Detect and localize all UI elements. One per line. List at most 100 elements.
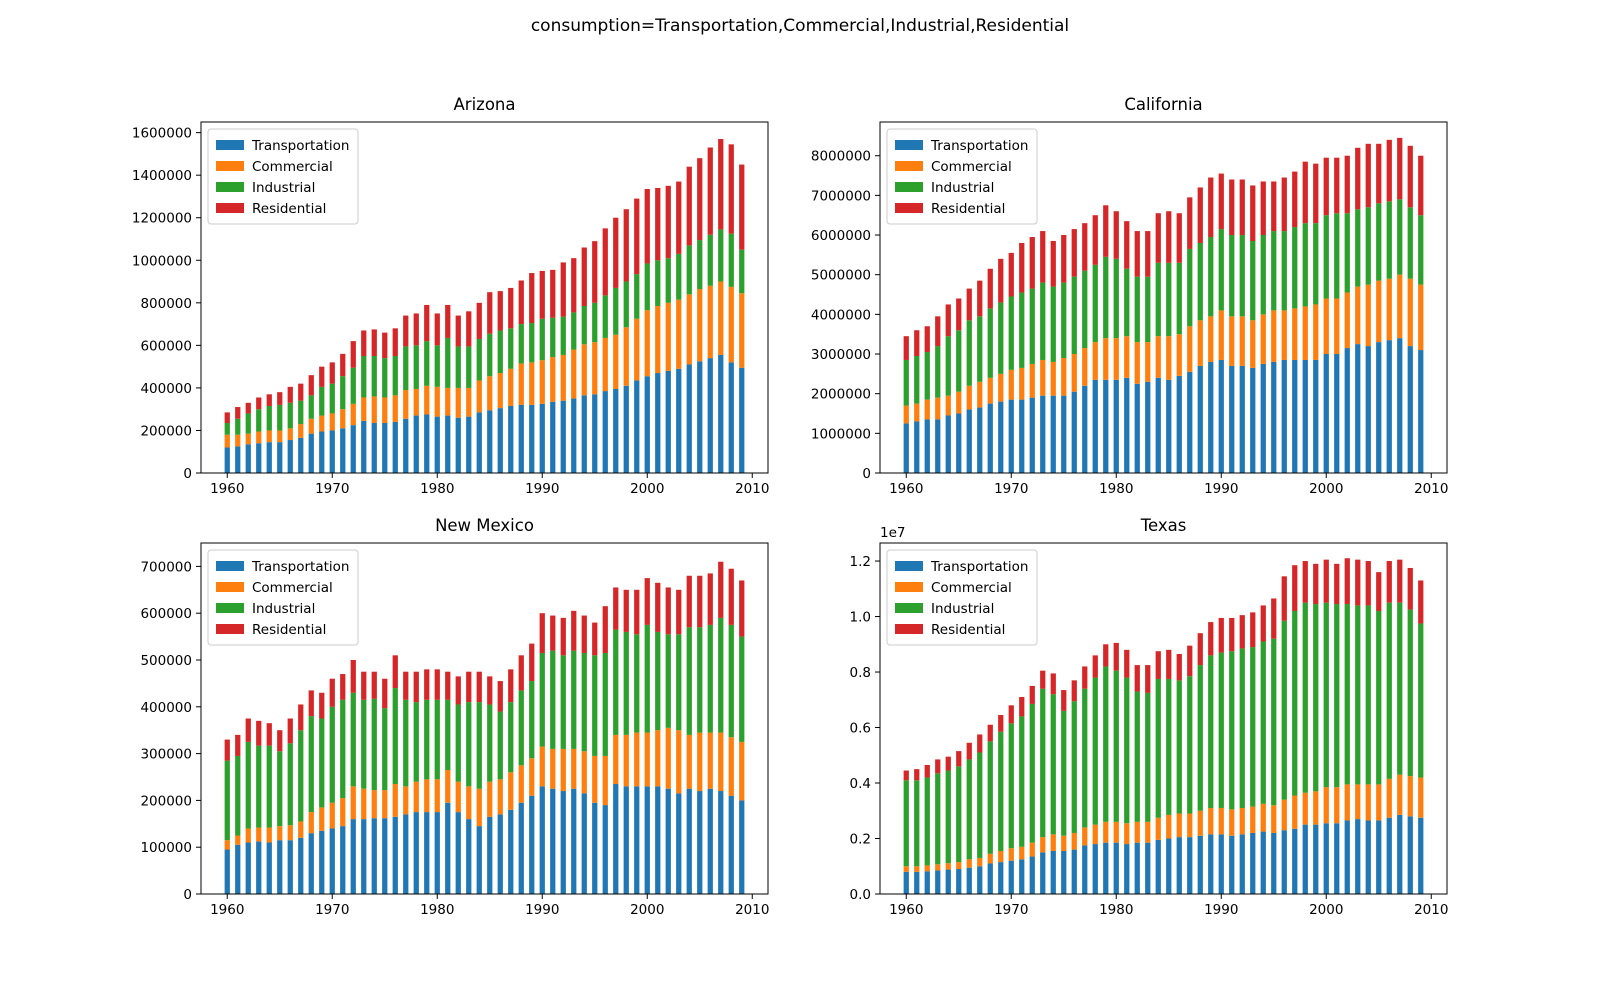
chart-california-bar-transportation-1963	[935, 419, 941, 473]
chart-arizona-bar-industrial-1991	[550, 317, 556, 358]
chart-new-mexico-bar-commercial-2002	[665, 727, 671, 789]
chart-texas-bar-residential-2007	[1397, 559, 1403, 603]
chart-new-mexico-bar-industrial-1973	[361, 699, 367, 789]
chart-new-mexico-bar-industrial-1963	[256, 745, 262, 828]
chart-texas-bar-residential-2009	[1418, 580, 1424, 624]
chart-arizona-bar-residential-1961	[235, 407, 241, 419]
chart-california-bar-residential-1992	[1239, 179, 1245, 236]
chart-texas-bar-transportation-1979	[1103, 842, 1109, 894]
chart-california-bar-residential-1997	[1292, 171, 1298, 228]
chart-texas-bar-industrial-1989	[1208, 655, 1214, 808]
chart-california-bar-commercial-1968	[987, 377, 993, 404]
chart-california-bar-residential-1974	[1050, 240, 1056, 287]
chart-arizona-bar-residential-1960	[224, 412, 230, 424]
chart-texas-bar-industrial-1966	[966, 759, 972, 860]
chart-new-mexico-bar-commercial-1982	[455, 781, 461, 813]
chart-arizona-bar-commercial-1979	[424, 385, 430, 415]
chart-new-mexico-bar-transportation-1967	[298, 837, 304, 894]
chart-california-bar-commercial-1965	[956, 391, 962, 414]
chart-arizona-bar-residential-1979	[424, 304, 430, 342]
chart-california-bar-industrial-2005	[1376, 203, 1382, 281]
chart-arizona-bar-residential-1988	[518, 280, 524, 325]
chart-california-bar-residential-2001	[1334, 157, 1340, 214]
chart-california-bar-transportation-2002	[1344, 348, 1350, 473]
chart-california-bar-industrial-1972	[1029, 288, 1035, 364]
chart-california-bar-commercial-2003	[1355, 286, 1361, 345]
chart-texas-bar-industrial-1988	[1197, 665, 1203, 811]
chart-new-mexico-bar-transportation-1981	[445, 802, 451, 894]
chart-california-bar-transportation-1995	[1271, 361, 1277, 473]
chart-new-mexico-bar-residential-2006	[707, 573, 713, 625]
chart-new-mexico-bar-transportation-1961	[235, 844, 241, 894]
chart-arizona-bar-transportation-2005	[697, 361, 703, 473]
chart-new-mexico-bar-residential-2002	[665, 587, 671, 635]
chart-california-bar-industrial-1998	[1302, 223, 1308, 307]
chart-arizona-bar-commercial-1977	[403, 390, 409, 419]
chart-new-mexico-bar-industrial-1960	[224, 760, 230, 841]
chart-arizona-legend-box	[207, 128, 359, 225]
chart-new-mexico-bar-industrial-2009	[739, 636, 745, 742]
chart-new-mexico-bar-transportation-2008	[728, 795, 734, 894]
chart-new-mexico-bar-industrial-1966	[287, 743, 293, 826]
chart-new-mexico-bar-industrial-1999	[634, 634, 640, 733]
chart-new-mexico-bar-transportation-1972	[350, 819, 356, 894]
chart-texas-bar-residential-2006	[1386, 561, 1392, 603]
chart-arizona-bar-industrial-1986	[497, 330, 503, 374]
chart-texas-bar-commercial-2002	[1344, 784, 1350, 821]
chart-new-mexico-bar-commercial-2009	[739, 741, 745, 801]
chart-new-mexico-bar-industrial-1993	[571, 650, 577, 749]
chart-texas-bar-commercial-1991	[1229, 809, 1235, 836]
chart-texas-bar-commercial-2009	[1418, 777, 1424, 818]
chart-california-bar-industrial-1980	[1113, 258, 1119, 339]
chart-california-bar-residential-1973	[1040, 231, 1046, 283]
chart-california-bar-industrial-1964	[945, 336, 951, 396]
chart-california-bar-commercial-1992	[1239, 316, 1245, 366]
chart-arizona-bar-industrial-2008	[728, 233, 734, 287]
chart-california-bar-industrial-1997	[1292, 227, 1298, 309]
chart-texas-bar-transportation-1964	[945, 869, 951, 894]
chart-california-bar-industrial-2003	[1355, 209, 1361, 287]
chart-california-bar-commercial-2000	[1323, 298, 1329, 355]
chart-arizona-xtick-label-2010: 2010	[735, 481, 769, 497]
chart-arizona-bar-residential-2005	[697, 158, 703, 241]
chart-new-mexico-bar-commercial-1993	[571, 748, 577, 789]
chart-new-mexico-bar-residential-2004	[686, 575, 692, 628]
chart-california-bar-commercial-1978	[1092, 342, 1098, 380]
chart-new-mexico-bar-transportation-1960	[224, 849, 230, 894]
chart-arizona-bar-residential-2006	[707, 147, 713, 235]
chart-arizona-bar-commercial-1980	[434, 386, 440, 417]
chart-texas-bar-residential-1979	[1103, 644, 1109, 667]
chart-texas-bar-industrial-2001	[1334, 604, 1340, 788]
chart-california-bar-commercial-1988	[1197, 320, 1203, 366]
chart-new-mexico-bar-commercial-2005	[697, 732, 703, 792]
chart-arizona-bar-commercial-1960	[224, 434, 230, 448]
chart-arizona-bar-commercial-2002	[665, 302, 671, 371]
chart-arizona-bar-industrial-1979	[424, 341, 430, 386]
chart-texas-bar-industrial-1977	[1082, 688, 1088, 828]
chart-arizona-bar-transportation-1969	[319, 431, 325, 473]
chart-texas-title: Texas	[1140, 516, 1187, 535]
chart-arizona-bar-commercial-1966	[287, 428, 293, 441]
chart-texas-ytick-label-3: 0.6	[850, 721, 871, 737]
chart-texas-bar-industrial-2005	[1376, 610, 1382, 785]
chart-california-series-industrial	[903, 199, 1424, 406]
chart-texas-bar-commercial-1967	[977, 857, 983, 867]
chart-arizona-legend-label-industrial: Industrial	[252, 180, 315, 196]
chart-arizona-bar-residential-1998	[623, 209, 629, 282]
chart-arizona-bar-transportation-1966	[287, 440, 293, 473]
chart-texas-bar-commercial-1971	[1019, 846, 1025, 860]
chart-arizona-bar-industrial-1967	[298, 400, 304, 425]
chart-arizona-xtick-label-1990: 1990	[525, 481, 559, 497]
chart-texas-bar-residential-1969	[998, 715, 1004, 732]
chart-arizona-bar-industrial-1984	[476, 338, 482, 381]
chart-new-mexico-bar-residential-1972	[350, 660, 356, 693]
chart-texas-legend-swatch-residential	[895, 624, 923, 634]
chart-california-bar-commercial-1989	[1208, 316, 1214, 362]
chart-texas-bar-residential-1999	[1313, 563, 1319, 605]
chart-texas-bar-transportation-2003	[1355, 819, 1361, 894]
chart-california-bar-industrial-1990	[1218, 229, 1224, 311]
chart-texas-bar-residential-1961	[914, 769, 920, 781]
chart-texas-legend-swatch-industrial	[895, 603, 923, 613]
chart-new-mexico-bar-residential-1974	[371, 671, 377, 699]
chart-texas-bar-commercial-1994	[1260, 803, 1266, 832]
